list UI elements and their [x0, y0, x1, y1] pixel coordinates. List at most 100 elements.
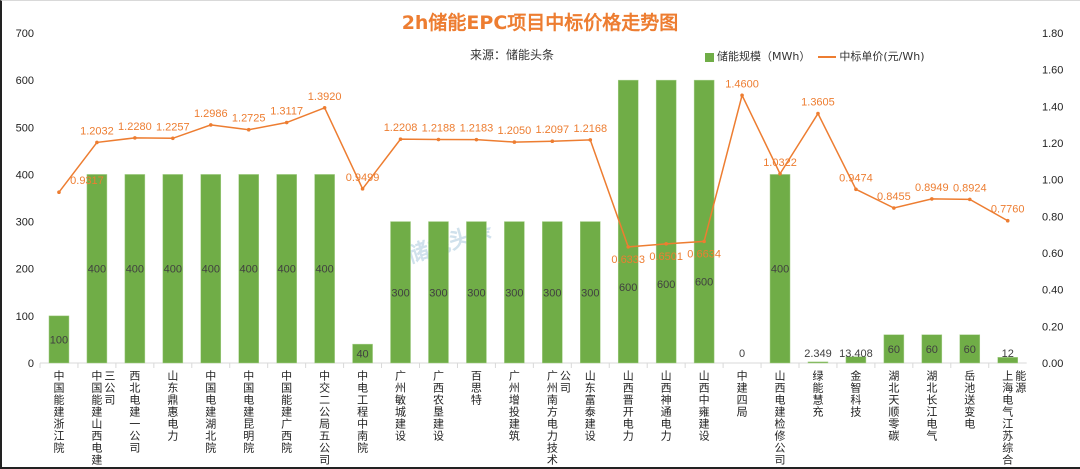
price-value-label: 1.3920 [308, 91, 342, 103]
bar-value-label: 300 [505, 287, 523, 299]
x-tick-label: 西北电建一公司 [127, 370, 141, 454]
bar [48, 315, 70, 364]
bar [200, 174, 222, 364]
x-tick-label: 山西晋开电力 [621, 370, 635, 442]
bar [693, 79, 715, 364]
bar [580, 221, 601, 364]
price-point [512, 140, 517, 144]
y-right-tick-label: 0.80 [1042, 211, 1063, 223]
y-right-tick-label: 1.00 [1042, 175, 1063, 187]
bar-value-label: 300 [543, 287, 561, 299]
price-value-label: 0.8924 [953, 182, 987, 194]
bar-value-label: 400 [315, 264, 333, 276]
bar-value-label: 40 [356, 349, 368, 361]
price-point [436, 137, 441, 142]
y-left-tick-label: 400 [16, 169, 34, 181]
bar-value-label: 600 [695, 276, 713, 288]
bar-value-label: 100 [50, 334, 68, 346]
price-point [702, 239, 706, 244]
price-value-label: 1.2986 [194, 108, 228, 120]
price-value-label: 0.9474 [839, 172, 873, 184]
x-tick-label: 岳池送变电 [962, 370, 976, 430]
bar [466, 221, 487, 364]
bar-value-label: 13.408 [839, 348, 873, 360]
x-tick-label: 上海电气江苏综合能源 [1000, 370, 1027, 466]
bar-value-label: 12 [1002, 348, 1014, 360]
price-point [588, 138, 593, 142]
price-point [892, 206, 896, 210]
bar [617, 79, 639, 364]
x-tick-label: 绿能慧充 [810, 370, 824, 418]
price-value-label: 1.2280 [118, 121, 152, 133]
price-value-label: 0.9317 [70, 175, 104, 187]
bar-value-label: 400 [126, 264, 144, 276]
bar-value-label: 600 [619, 282, 637, 294]
bar-value-label: 0 [739, 348, 745, 360]
bar-value-label: 400 [164, 264, 182, 276]
x-tick-label: 山西中雍建设 [697, 370, 711, 442]
price-value-label: 0.6333 [611, 254, 645, 266]
x-tick-label: 中电工程中南院 [355, 370, 369, 454]
bar-value-label: 300 [429, 287, 447, 299]
price-value-label: 1.2097 [535, 124, 569, 136]
x-tick-label: 山西神通电力 [659, 370, 673, 442]
bar [921, 334, 943, 364]
price-value-label: 1.2050 [498, 125, 532, 137]
price-point [95, 140, 99, 145]
x-tick-label: 金智科技 [848, 370, 862, 418]
chart-title: 2h储能EPC项目中标价格走势图 [401, 12, 679, 34]
x-tick-label: 广州增投建筑 [507, 370, 521, 442]
bar-value-label: 400 [240, 264, 258, 276]
bar [959, 334, 981, 364]
legend-label: 储能规模（MWh） [717, 50, 811, 63]
y-left-tick-label: 500 [16, 122, 34, 134]
bar-value-label: 60 [888, 344, 900, 356]
price-value-label: 1.2208 [384, 122, 418, 134]
price-point [360, 187, 365, 191]
x-tick-label: 中国能建浙江院 [51, 370, 65, 454]
price-point [740, 93, 744, 98]
legend-item-bar: 储能规模（MWh） [705, 48, 810, 64]
x-tick-label: 百思特 [469, 370, 483, 406]
price-point [57, 190, 61, 194]
x-tick-label: 山东鼎惠电力 [165, 370, 179, 442]
bar-value-label: 400 [771, 264, 789, 276]
x-tick-label: 中交二公局五公司 [317, 370, 331, 466]
chart-subtitle: 来源：储能头条 [470, 48, 555, 62]
bar [807, 361, 829, 364]
bar-value-label: 60 [926, 344, 938, 356]
legend-label: 中标单价(元/Wh) [839, 50, 925, 63]
bar [428, 221, 449, 364]
bar-value-label: 400 [277, 264, 295, 276]
bar [655, 79, 677, 364]
bar-value-label: 2.349 [804, 348, 832, 360]
bar [352, 343, 373, 364]
x-tick-label: 湖北长江电气 [924, 370, 938, 442]
bar [883, 334, 905, 364]
y-right-tick-label: 1.20 [1042, 138, 1063, 150]
price-value-label: 1.2183 [460, 123, 494, 135]
y-right-tick-label: 1.40 [1042, 101, 1063, 113]
legend-swatch-bar [705, 52, 714, 62]
bar-value-label: 60 [964, 344, 976, 356]
price-value-label: 1.3605 [801, 97, 835, 109]
bar [997, 357, 1018, 364]
x-tick-label: 广西农垦建设 [431, 370, 445, 442]
y-right-tick-label: 1.60 [1042, 65, 1063, 77]
x-tick-label: 中国能建山西电建三公司 [89, 370, 116, 466]
bar [162, 174, 184, 364]
price-point [322, 106, 327, 110]
price-point [550, 139, 555, 144]
bar [238, 174, 259, 364]
x-tick-label: 中建四局 [735, 370, 749, 418]
legend-swatch-line [818, 56, 837, 58]
legend: 储能规模（MWh） 中标单价(元/Wh) [705, 48, 924, 64]
price-point [171, 136, 175, 141]
x-tick-label: 山西电建检修公司 [773, 370, 787, 466]
bar [124, 174, 146, 364]
price-point [474, 137, 479, 142]
y-left-tick-label: 300 [16, 217, 34, 229]
y-left-tick-label: 200 [16, 264, 34, 276]
price-value-label: 0.8949 [915, 182, 949, 194]
